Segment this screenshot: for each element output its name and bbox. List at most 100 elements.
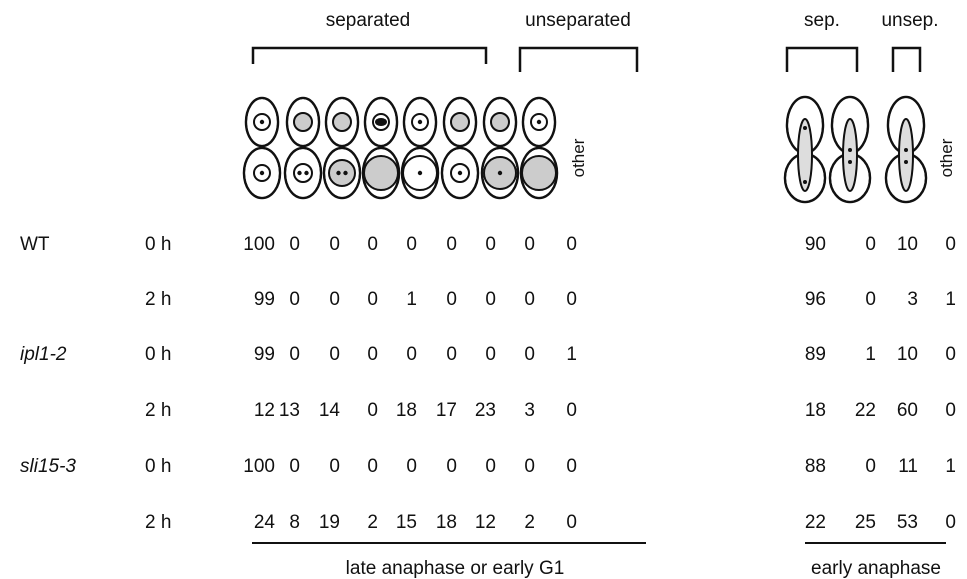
time: 0 h [145,456,171,477]
cell-value: 0 [406,456,417,477]
cell-value: 0 [406,234,417,255]
footer: late anaphase or early G1 [346,558,565,579]
cell-outline [283,146,323,200]
cell-value: 23 [475,400,496,421]
cell-outline [242,146,282,200]
cell-value: 0 [446,289,457,310]
cell-value: 0 [566,289,577,310]
cell-outline [521,96,557,148]
time: 2 h [145,512,171,533]
nucleus [842,118,858,192]
cell-value: 89 [805,344,826,365]
time: 2 h [145,400,171,421]
cell-value: 99 [254,344,275,365]
cell-value: 3 [524,400,535,421]
cell-value: 0 [524,234,535,255]
cell-value: 100 [243,234,275,255]
spb [904,160,908,164]
cell-value: 22 [805,512,826,533]
time: 0 h [145,344,171,365]
cell-value: 96 [805,289,826,310]
cell-value: 88 [805,456,826,477]
spb [375,118,387,126]
cell-outline [440,146,480,200]
cell-outline [480,146,520,200]
cell-value: 2 [367,512,378,533]
cell-value: 0 [566,234,577,255]
spb [304,170,309,176]
cell-value: 0 [524,289,535,310]
cell-value: 22 [855,400,876,421]
bracket [785,46,859,72]
nucleus [521,155,557,191]
cell-value: 0 [367,289,378,310]
cell-value: 0 [566,400,577,421]
cell-outline [482,96,518,148]
strain: ipl1-2 [20,344,67,365]
cell-value: 0 [289,234,300,255]
cell-value: 10 [897,234,918,255]
cell-outline [402,96,438,148]
spb [417,170,423,176]
nucleus [450,112,470,132]
cell-value: 0 [945,344,956,365]
nucleus [293,112,313,132]
cell-outline [324,96,360,148]
cell-value: 0 [406,344,417,365]
cell-value: 19 [319,512,340,533]
time: 0 h [145,234,171,255]
spb [803,180,807,184]
cell-value: 0 [329,234,340,255]
cell-value: 12 [475,512,496,533]
cell-outline [363,96,399,148]
cell-value: 53 [897,512,918,533]
cell-value: 0 [865,456,876,477]
cell-value: 8 [289,512,300,533]
cell-value: 0 [367,344,378,365]
header: sep. [804,10,840,31]
cell-value: 24 [254,512,276,533]
cell-value: 0 [367,400,378,421]
header: other [569,138,588,177]
cell-value: 0 [485,344,496,365]
cell-value: 0 [865,289,876,310]
header: separated [326,10,411,31]
spb [904,148,908,152]
cell-value: 0 [446,344,457,365]
cell-value: 18 [396,400,417,421]
spb [259,170,265,176]
cell-value: 0 [945,400,956,421]
cell-value: 0 [367,456,378,477]
cell-value: 1 [945,456,956,477]
time: 2 h [145,289,171,310]
cell-value: 0 [367,234,378,255]
spb [259,119,265,125]
bracket [891,46,922,72]
cell-value: 0 [329,289,340,310]
cell-outline [442,96,478,148]
cell-drawings [242,95,928,204]
nucleus [332,112,352,132]
nucleus [490,112,510,132]
cell-value: 90 [805,234,826,255]
nucleus [328,159,356,187]
cell-value: 12 [254,400,275,421]
cell-value: 0 [566,456,577,477]
cell-value: 0 [524,344,535,365]
cell-value: 0 [865,234,876,255]
cell-value: 99 [254,289,275,310]
bracket [518,46,639,72]
header: other [937,138,956,177]
cell-value: 1 [945,289,956,310]
nucleus [293,163,313,183]
cell-value: 18 [805,400,826,421]
cell-value: 11 [898,456,918,477]
spb [848,160,852,164]
bracket [251,46,488,64]
cell-value: 2 [524,512,535,533]
cell-value: 1 [406,289,417,310]
strain: WT [20,234,50,255]
cell-value: 13 [279,400,300,421]
spb [803,126,807,130]
